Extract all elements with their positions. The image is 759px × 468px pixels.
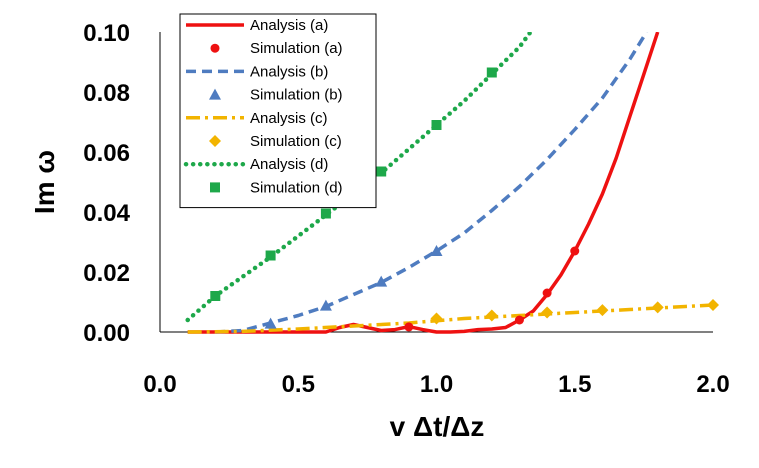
data-point-simulation-a bbox=[404, 322, 414, 332]
data-point-simulation-d bbox=[320, 208, 331, 219]
data-point-simulation-d bbox=[486, 67, 497, 78]
data-point-simulation-c bbox=[651, 301, 664, 314]
x-axis-label: v Δt/Δz bbox=[390, 411, 485, 442]
series-line-analysis-a bbox=[187, 32, 660, 334]
legend-swatch-simulation-d bbox=[210, 182, 220, 193]
y-tick-label: 0.08 bbox=[83, 80, 130, 107]
series-markers bbox=[210, 67, 719, 332]
data-point-simulation-c bbox=[707, 299, 719, 311]
data-point-simulation-c bbox=[485, 309, 498, 322]
legend-label-analysis-a: Analysis (a) bbox=[250, 17, 328, 34]
data-point-simulation-b bbox=[264, 317, 277, 329]
data-point-simulation-d bbox=[376, 166, 387, 177]
x-tick-label: 0.5 bbox=[282, 371, 315, 398]
legend-label-simulation-c: Simulation (c) bbox=[250, 133, 342, 150]
data-point-simulation-b bbox=[319, 299, 332, 311]
data-point-simulation-b bbox=[430, 245, 443, 256]
legend-swatch-simulation-c bbox=[209, 135, 221, 147]
data-point-simulation-c bbox=[541, 306, 554, 319]
legend: Analysis (a) Simulation (a) Analysis (b) Si… bbox=[179, 13, 377, 209]
y-tick-label: 0.02 bbox=[83, 260, 130, 287]
series-line-analysis-c bbox=[187, 303, 714, 334]
y-tick-label: 0.06 bbox=[83, 140, 130, 167]
x-tick-label: 2.0 bbox=[696, 371, 729, 398]
data-point-simulation-b bbox=[375, 275, 388, 287]
legend-label-analysis-c: Analysis (c) bbox=[250, 110, 328, 127]
data-point-simulation-d bbox=[431, 120, 442, 130]
legend-label-analysis-d: Analysis (d) bbox=[250, 156, 328, 173]
series-line-analysis-b bbox=[215, 32, 649, 334]
x-tick-label: 1.5 bbox=[558, 371, 591, 398]
legend-label-simulation-d: Simulation (d) bbox=[250, 179, 343, 196]
data-point-simulation-c bbox=[430, 312, 443, 325]
x-tick-label: 1.0 bbox=[420, 371, 453, 398]
x-tick-labels: 0.0 0.5 1.0 1.5 2.0 bbox=[143, 371, 729, 398]
y-tick-labels: 0.00 0.02 0.04 0.06 0.08 0.10 bbox=[83, 20, 130, 347]
data-point-simulation-c bbox=[596, 304, 609, 317]
data-point-simulation-a bbox=[514, 315, 524, 325]
legend-swatch-simulation-b bbox=[209, 88, 221, 100]
legend-label-simulation-b: Simulation (b) bbox=[250, 87, 343, 104]
legend-label-analysis-b: Analysis (b) bbox=[250, 63, 328, 80]
data-point-simulation-a bbox=[542, 288, 552, 298]
y-tick-label: 0.00 bbox=[83, 320, 130, 347]
y-axis-label: Im ω bbox=[29, 150, 60, 214]
data-point-simulation-a bbox=[570, 246, 580, 256]
y-tick-label: 0.04 bbox=[83, 200, 130, 227]
x-tick-label: 0.0 bbox=[143, 371, 176, 398]
legend-swatch-simulation-a bbox=[210, 43, 220, 53]
data-point-simulation-d bbox=[265, 250, 276, 261]
data-point-simulation-d bbox=[210, 291, 221, 301]
legend-label-simulation-a: Simulation (a) bbox=[250, 40, 343, 57]
series-layer bbox=[185, 32, 719, 334]
y-tick-label: 0.10 bbox=[83, 20, 130, 47]
